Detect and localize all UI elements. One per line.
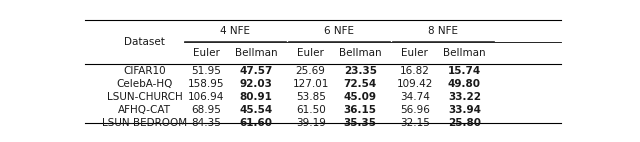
Text: 92.03: 92.03 xyxy=(239,79,273,89)
Text: 16.82: 16.82 xyxy=(400,66,429,76)
Text: 72.54: 72.54 xyxy=(344,79,377,89)
Text: Bellman: Bellman xyxy=(235,48,277,58)
Text: 106.94: 106.94 xyxy=(188,92,225,102)
Text: 34.74: 34.74 xyxy=(400,92,429,102)
Text: 8 NFE: 8 NFE xyxy=(428,26,458,36)
Text: Euler: Euler xyxy=(401,48,428,58)
Text: 109.42: 109.42 xyxy=(397,79,433,89)
Text: CIFAR10: CIFAR10 xyxy=(123,66,166,76)
Text: 32.15: 32.15 xyxy=(400,118,429,128)
Text: Euler: Euler xyxy=(193,48,220,58)
Text: 68.95: 68.95 xyxy=(191,105,221,115)
Text: LSUN-CHURCH: LSUN-CHURCH xyxy=(107,92,182,102)
Text: 33.22: 33.22 xyxy=(448,92,481,102)
Text: 61.50: 61.50 xyxy=(296,105,326,115)
Text: 15.74: 15.74 xyxy=(448,66,481,76)
Text: 23.35: 23.35 xyxy=(344,66,377,76)
Text: 51.95: 51.95 xyxy=(191,66,221,76)
Text: 45.54: 45.54 xyxy=(239,105,273,115)
Text: Dataset: Dataset xyxy=(124,37,165,47)
Text: Bellman: Bellman xyxy=(339,48,381,58)
Text: 127.01: 127.01 xyxy=(292,79,329,89)
Text: 33.94: 33.94 xyxy=(448,105,481,115)
Text: 45.09: 45.09 xyxy=(344,92,377,102)
Text: 6 NFE: 6 NFE xyxy=(324,26,354,36)
Text: 61.60: 61.60 xyxy=(239,118,273,128)
Text: 49.80: 49.80 xyxy=(448,79,481,89)
Text: AFHQ-CAT: AFHQ-CAT xyxy=(118,105,171,115)
Text: CelebA-HQ: CelebA-HQ xyxy=(116,79,173,89)
Text: LSUN-BEDROOM: LSUN-BEDROOM xyxy=(102,118,187,128)
Text: Bellman: Bellman xyxy=(443,48,486,58)
Text: 35.35: 35.35 xyxy=(344,118,377,128)
Text: 25.69: 25.69 xyxy=(296,66,326,76)
Text: 39.19: 39.19 xyxy=(296,118,326,128)
Text: 47.57: 47.57 xyxy=(239,66,273,76)
Text: 158.95: 158.95 xyxy=(188,79,225,89)
Text: 36.15: 36.15 xyxy=(344,105,377,115)
Text: 84.35: 84.35 xyxy=(191,118,221,128)
Text: 4 NFE: 4 NFE xyxy=(220,26,250,36)
Text: 80.91: 80.91 xyxy=(239,92,273,102)
Text: 56.96: 56.96 xyxy=(400,105,429,115)
Text: 53.85: 53.85 xyxy=(296,92,326,102)
Text: Euler: Euler xyxy=(297,48,324,58)
Text: 25.80: 25.80 xyxy=(448,118,481,128)
